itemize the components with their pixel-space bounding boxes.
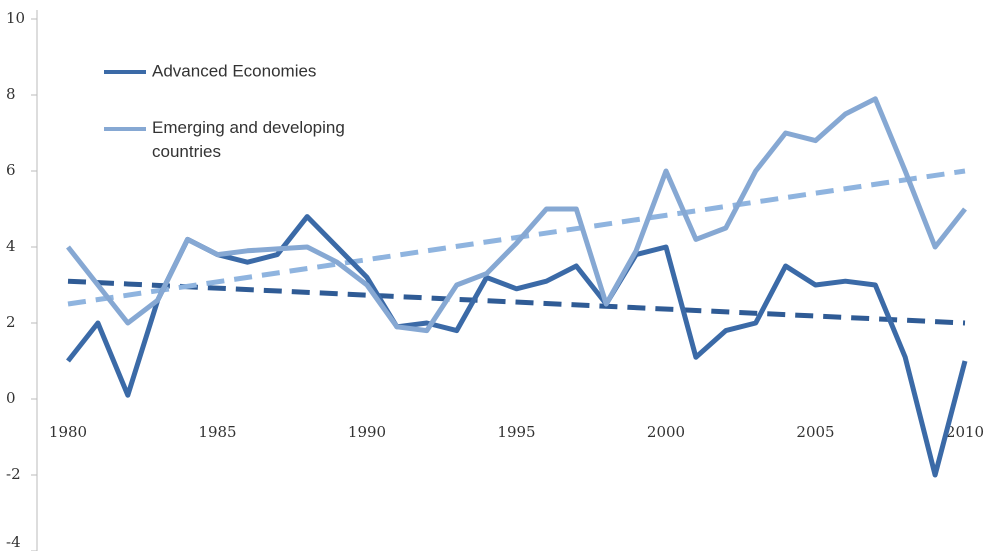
x-tick-label: 1980	[49, 423, 87, 441]
x-tick-label: 2005	[796, 423, 834, 441]
x-tick-label: 1995	[497, 423, 535, 441]
line	[66, 96, 967, 334]
legend-label: Advanced Economies	[152, 61, 316, 80]
y-tick-label: 4	[6, 237, 16, 255]
x-tick-label: 2010	[946, 423, 984, 441]
y-tick-label: 8	[6, 85, 16, 103]
y-tick-label: 0	[6, 389, 16, 407]
x-tick-label: 2000	[647, 423, 685, 441]
x-tick-label: 1990	[348, 423, 386, 441]
trend-line	[67, 168, 966, 307]
trend-line	[67, 278, 966, 326]
x-tick-label: 1985	[198, 423, 236, 441]
y-tick-label: 6	[6, 161, 16, 179]
y-tick-label: -2	[6, 465, 21, 483]
y-tick-label: -4	[6, 533, 21, 551]
legend-label: Emerging and developing countries	[152, 118, 345, 161]
y-tick-label: 2	[6, 313, 16, 331]
y-tick-label: 10	[6, 9, 25, 27]
